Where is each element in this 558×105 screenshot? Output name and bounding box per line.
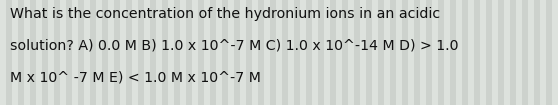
FancyBboxPatch shape xyxy=(456,0,462,105)
FancyBboxPatch shape xyxy=(474,0,480,105)
FancyBboxPatch shape xyxy=(30,0,36,105)
FancyBboxPatch shape xyxy=(132,0,138,105)
FancyBboxPatch shape xyxy=(126,0,132,105)
Text: solution? A) 0.0 M B) 1.0 x 10^-7 M C) 1.0 x 10^-14 M D) > 1.0: solution? A) 0.0 M B) 1.0 x 10^-7 M C) 1… xyxy=(10,39,459,53)
FancyBboxPatch shape xyxy=(168,0,174,105)
FancyBboxPatch shape xyxy=(342,0,348,105)
FancyBboxPatch shape xyxy=(348,0,354,105)
FancyBboxPatch shape xyxy=(330,0,336,105)
FancyBboxPatch shape xyxy=(66,0,72,105)
FancyBboxPatch shape xyxy=(318,0,324,105)
FancyBboxPatch shape xyxy=(498,0,504,105)
FancyBboxPatch shape xyxy=(60,0,66,105)
FancyBboxPatch shape xyxy=(336,0,342,105)
FancyBboxPatch shape xyxy=(444,0,450,105)
FancyBboxPatch shape xyxy=(162,0,168,105)
FancyBboxPatch shape xyxy=(534,0,540,105)
FancyBboxPatch shape xyxy=(120,0,126,105)
FancyBboxPatch shape xyxy=(240,0,246,105)
FancyBboxPatch shape xyxy=(90,0,96,105)
FancyBboxPatch shape xyxy=(222,0,228,105)
FancyBboxPatch shape xyxy=(360,0,366,105)
FancyBboxPatch shape xyxy=(510,0,516,105)
FancyBboxPatch shape xyxy=(486,0,492,105)
FancyBboxPatch shape xyxy=(48,0,54,105)
FancyBboxPatch shape xyxy=(516,0,522,105)
FancyBboxPatch shape xyxy=(192,0,198,105)
FancyBboxPatch shape xyxy=(396,0,402,105)
FancyBboxPatch shape xyxy=(390,0,396,105)
FancyBboxPatch shape xyxy=(6,0,12,105)
FancyBboxPatch shape xyxy=(78,0,84,105)
FancyBboxPatch shape xyxy=(306,0,312,105)
FancyBboxPatch shape xyxy=(144,0,150,105)
FancyBboxPatch shape xyxy=(546,0,552,105)
FancyBboxPatch shape xyxy=(468,0,474,105)
FancyBboxPatch shape xyxy=(216,0,222,105)
FancyBboxPatch shape xyxy=(204,0,210,105)
FancyBboxPatch shape xyxy=(198,0,204,105)
FancyBboxPatch shape xyxy=(18,0,24,105)
FancyBboxPatch shape xyxy=(378,0,384,105)
FancyBboxPatch shape xyxy=(384,0,390,105)
FancyBboxPatch shape xyxy=(150,0,156,105)
FancyBboxPatch shape xyxy=(408,0,414,105)
FancyBboxPatch shape xyxy=(402,0,408,105)
FancyBboxPatch shape xyxy=(504,0,510,105)
FancyBboxPatch shape xyxy=(108,0,114,105)
FancyBboxPatch shape xyxy=(522,0,528,105)
FancyBboxPatch shape xyxy=(414,0,420,105)
FancyBboxPatch shape xyxy=(420,0,426,105)
FancyBboxPatch shape xyxy=(138,0,144,105)
FancyBboxPatch shape xyxy=(312,0,318,105)
FancyBboxPatch shape xyxy=(276,0,282,105)
FancyBboxPatch shape xyxy=(300,0,306,105)
FancyBboxPatch shape xyxy=(84,0,90,105)
FancyBboxPatch shape xyxy=(372,0,378,105)
FancyBboxPatch shape xyxy=(72,0,78,105)
FancyBboxPatch shape xyxy=(324,0,330,105)
FancyBboxPatch shape xyxy=(282,0,288,105)
FancyBboxPatch shape xyxy=(438,0,444,105)
FancyBboxPatch shape xyxy=(102,0,108,105)
FancyBboxPatch shape xyxy=(210,0,216,105)
FancyBboxPatch shape xyxy=(246,0,252,105)
FancyBboxPatch shape xyxy=(258,0,264,105)
FancyBboxPatch shape xyxy=(294,0,300,105)
FancyBboxPatch shape xyxy=(228,0,234,105)
FancyBboxPatch shape xyxy=(432,0,438,105)
FancyBboxPatch shape xyxy=(12,0,18,105)
FancyBboxPatch shape xyxy=(54,0,60,105)
FancyBboxPatch shape xyxy=(492,0,498,105)
FancyBboxPatch shape xyxy=(36,0,42,105)
FancyBboxPatch shape xyxy=(480,0,486,105)
FancyBboxPatch shape xyxy=(528,0,534,105)
FancyBboxPatch shape xyxy=(24,0,30,105)
FancyBboxPatch shape xyxy=(42,0,48,105)
FancyBboxPatch shape xyxy=(366,0,372,105)
FancyBboxPatch shape xyxy=(354,0,360,105)
FancyBboxPatch shape xyxy=(450,0,456,105)
FancyBboxPatch shape xyxy=(252,0,258,105)
FancyBboxPatch shape xyxy=(0,0,6,105)
FancyBboxPatch shape xyxy=(270,0,276,105)
FancyBboxPatch shape xyxy=(114,0,120,105)
FancyBboxPatch shape xyxy=(186,0,192,105)
FancyBboxPatch shape xyxy=(288,0,294,105)
Text: What is the concentration of the hydronium ions in an acidic: What is the concentration of the hydroni… xyxy=(10,7,440,21)
FancyBboxPatch shape xyxy=(180,0,186,105)
FancyBboxPatch shape xyxy=(96,0,102,105)
FancyBboxPatch shape xyxy=(234,0,240,105)
FancyBboxPatch shape xyxy=(156,0,162,105)
FancyBboxPatch shape xyxy=(174,0,180,105)
FancyBboxPatch shape xyxy=(426,0,432,105)
FancyBboxPatch shape xyxy=(264,0,270,105)
Text: M x 10^ -7 M E) < 1.0 M x 10^-7 M: M x 10^ -7 M E) < 1.0 M x 10^-7 M xyxy=(10,70,261,84)
FancyBboxPatch shape xyxy=(552,0,558,105)
FancyBboxPatch shape xyxy=(462,0,468,105)
FancyBboxPatch shape xyxy=(540,0,546,105)
